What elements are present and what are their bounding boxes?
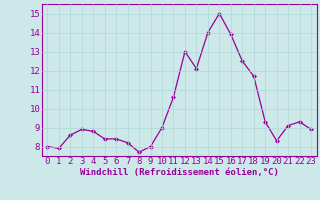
- X-axis label: Windchill (Refroidissement éolien,°C): Windchill (Refroidissement éolien,°C): [80, 168, 279, 177]
